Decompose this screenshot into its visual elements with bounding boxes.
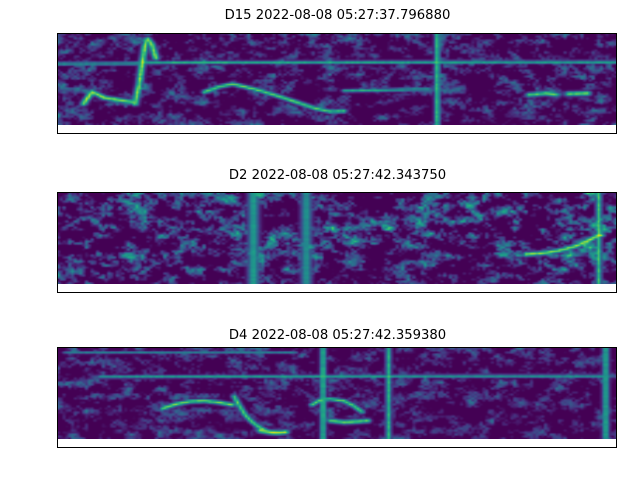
subplot-panel-3: D4 2022-08-08 05:27:42.359380 2000 1500 … — [0, 320, 640, 480]
xtick-mark — [408, 447, 409, 448]
axes-2: 2000 1500 1000 0.0 0.5 1.0 1.5 2.0 2.5 3… — [57, 192, 617, 293]
xtick-mark — [408, 292, 409, 293]
xtick-mark — [128, 292, 129, 293]
xtick-mark — [58, 292, 59, 293]
ytick-mark — [57, 84, 58, 85]
xtick-mark — [338, 447, 339, 448]
spectrogram-image-1 — [58, 34, 616, 125]
xtick-mark — [338, 133, 339, 134]
ytick-mark — [57, 193, 58, 194]
xtick-mark — [548, 133, 549, 134]
xtick-mark — [478, 447, 479, 448]
xtick-mark — [198, 133, 199, 134]
ytick-mark — [57, 34, 58, 35]
xtick-mark — [408, 133, 409, 134]
panel-title-2: D2 2022-08-08 05:27:42.343750 — [228, 168, 447, 183]
ytick-mark — [57, 398, 58, 399]
xtick-mark — [478, 133, 479, 134]
xtick-mark — [548, 292, 549, 293]
panel-title-1: D15 2022-08-08 05:27:37.796880 — [224, 8, 451, 23]
spectrogram-image-3 — [58, 348, 616, 439]
xtick-mark — [198, 292, 199, 293]
xtick-mark — [268, 292, 269, 293]
panel-title-3: D4 2022-08-08 05:27:42.359380 — [228, 328, 447, 343]
ytick-mark — [57, 348, 58, 349]
xtick-mark — [338, 292, 339, 293]
xtick-mark — [198, 447, 199, 448]
spectrogram-image-2 — [58, 193, 616, 284]
axes-3: 2000 1500 1000 0.0 0.5 1.0 1.5 2.0 2.5 3… — [57, 347, 617, 448]
xtick-mark — [58, 447, 59, 448]
xtick-mark — [478, 292, 479, 293]
subplot-panel-1: D15 2022-08-08 05:27:37.796880 2000 1500… — [0, 0, 640, 160]
xtick-mark — [268, 447, 269, 448]
subplot-panel-2: D2 2022-08-08 05:27:42.343750 2000 1500 … — [0, 160, 640, 320]
ytick-mark — [57, 243, 58, 244]
xtick-mark — [128, 447, 129, 448]
xtick-mark — [58, 133, 59, 134]
xtick-mark — [268, 133, 269, 134]
axes-1: 2000 1500 1000 0.0 0.5 1.0 1.5 2.0 2.5 3… — [57, 33, 617, 134]
xtick-mark — [548, 447, 549, 448]
xtick-mark — [128, 133, 129, 134]
